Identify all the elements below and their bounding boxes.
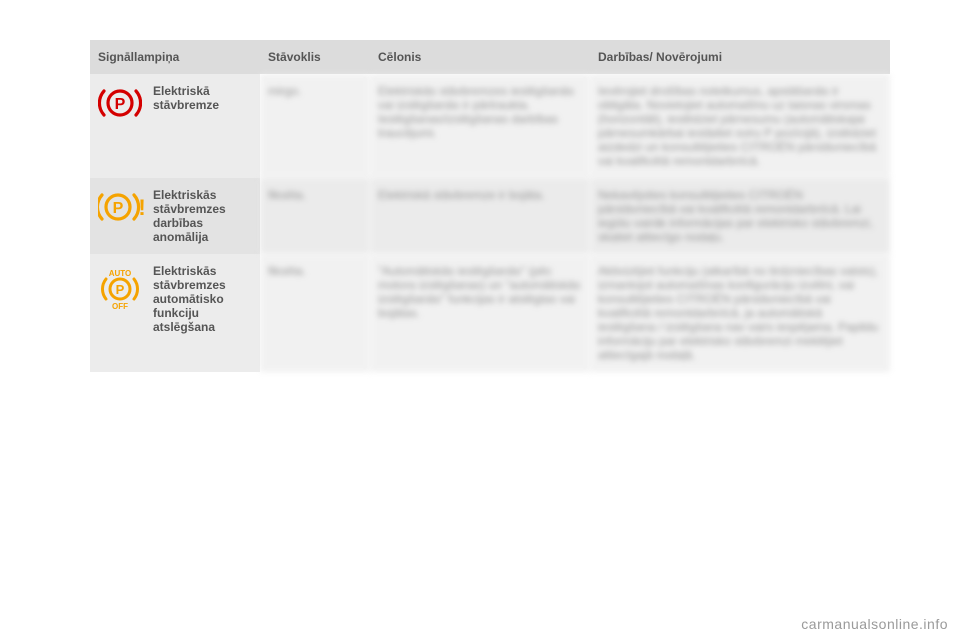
col-header-state: Stāvoklis — [260, 40, 370, 74]
manual-page: Signāllampiņa Stāvoklis Cēlonis Darbības… — [0, 0, 960, 640]
lamp-icon-cell: AUTO P OFF — [90, 254, 145, 372]
col-header-lamp: Signāllampiņa — [90, 40, 260, 74]
lamp-state: mirgo. — [260, 74, 370, 178]
col-header-action: Darbības/ Novērojumi — [590, 40, 890, 74]
parking-brake-fault-icon: P ! — [98, 190, 148, 224]
parking-brake-icon: P — [98, 86, 142, 120]
lamp-label: Elektriskās stāvbremzes automātisko funk… — [145, 254, 260, 372]
lamp-cause: Elektriskās stāvbremzes ieslēgšanās vai … — [370, 74, 590, 178]
lamp-icon-cell: P ! — [90, 178, 145, 254]
lamp-cause: Elektriskā stāvbremze ir bojāta. — [370, 178, 590, 254]
lamp-state: fiksēta. — [260, 178, 370, 254]
col-header-cause: Cēlonis — [370, 40, 590, 74]
lamp-cause: "Automātiskās ieslēgšanās" (pēc motora i… — [370, 254, 590, 372]
svg-text:P: P — [116, 282, 125, 297]
table-row: P Elektriskā stāvbremze mirgo. Elektrisk… — [90, 74, 890, 178]
warning-lamp-table: Signāllampiņa Stāvoklis Cēlonis Darbības… — [90, 40, 890, 372]
lamp-label: Elektriskās stāvbremzes darbības anomāli… — [145, 178, 260, 254]
lamp-action: Ievērojiet drošības noteikumus, apstāšan… — [590, 74, 890, 178]
lamp-label: Elektriskā stāvbremze — [145, 74, 260, 178]
table-row: P ! Elektriskās stāvbremzes darbības ano… — [90, 178, 890, 254]
svg-text:P: P — [115, 96, 126, 113]
svg-text:!: ! — [138, 195, 145, 220]
lamp-action: Aktivizējiet funkciju (atkarībā no tirdz… — [590, 254, 890, 372]
lamp-action: Nekavējoties konsultējieties CITROËN pār… — [590, 178, 890, 254]
lamp-icon-cell: P — [90, 74, 145, 178]
svg-text:OFF: OFF — [112, 302, 128, 310]
watermark-text: carmanualsonline.info — [801, 616, 948, 632]
svg-text:P: P — [113, 200, 124, 217]
table-row: AUTO P OFF Elektriskās stāvbremzes autom… — [90, 254, 890, 372]
auto-parking-off-icon: AUTO P OFF — [98, 266, 142, 310]
lamp-state: fiksēta. — [260, 254, 370, 372]
svg-text:AUTO: AUTO — [109, 269, 132, 278]
